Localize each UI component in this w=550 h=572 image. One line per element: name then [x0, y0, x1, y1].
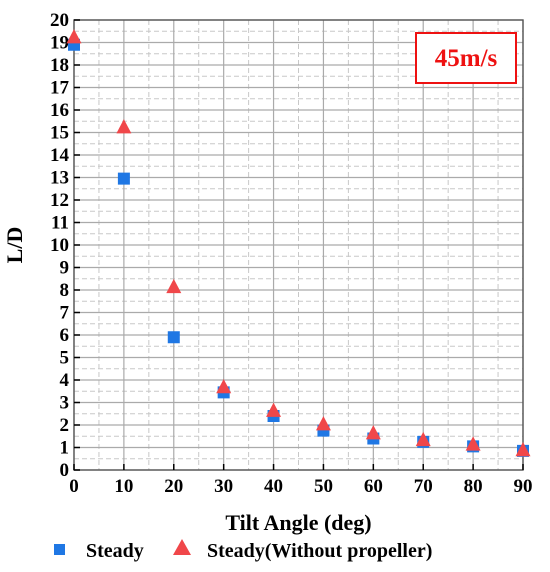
- y-tick-label: 8: [60, 280, 70, 301]
- x-tick-label: 20: [164, 476, 183, 497]
- y-tick-label: 0: [60, 460, 70, 481]
- annotation-text: 45m/s: [435, 45, 498, 72]
- x-tick-label: 80: [464, 476, 483, 497]
- annotation-box: 45m/s: [415, 32, 517, 84]
- y-tick-label: 1: [60, 438, 70, 459]
- legend-label-without-propeller: Steady(Without propeller): [207, 540, 432, 562]
- y-tick-label: 11: [51, 213, 69, 234]
- data-point-triangle: [266, 402, 282, 417]
- y-tick-label: 16: [50, 100, 69, 121]
- data-point-triangle: [515, 442, 531, 457]
- legend-marker-without-propeller: [173, 539, 191, 555]
- data-point-triangle: [166, 278, 182, 294]
- x-tick-label: 60: [364, 476, 383, 497]
- data-point-triangle: [315, 416, 331, 431]
- series-layer: [66, 29, 531, 457]
- y-tick-label: 10: [50, 235, 69, 256]
- y-tick-label: 9: [60, 258, 70, 279]
- x-tick-label: 50: [314, 476, 333, 497]
- axis-ticks: 0 10 20 30 40 50 60 70 80 90012345678910111213141…: [50, 10, 533, 497]
- y-tick-label: 14: [50, 145, 70, 166]
- data-point-square: [167, 331, 180, 344]
- y-axis-label: L/D: [2, 227, 27, 264]
- x-tick-label: 30: [214, 476, 233, 497]
- data-point-triangle: [66, 29, 82, 44]
- data-point-square: [117, 172, 130, 185]
- y-tick-label: 17: [50, 78, 70, 99]
- x-tick-label: 70: [414, 476, 433, 497]
- legend: Steady Steady(Without propeller): [54, 539, 432, 562]
- y-tick-label: 3: [60, 393, 70, 414]
- y-tick-label: 19: [50, 33, 69, 54]
- data-point-triangle: [365, 425, 381, 440]
- y-tick-label: 13: [50, 168, 69, 189]
- x-tick-label: 0: [69, 476, 79, 497]
- y-tick-label: 20: [50, 10, 69, 31]
- x-axis-label: Tilt Angle (deg): [225, 510, 371, 535]
- grid-major: [73, 19, 524, 471]
- data-point-triangle: [465, 436, 481, 451]
- data-point-triangle: [116, 119, 132, 134]
- y-tick-label: 4: [60, 370, 70, 391]
- x-tick-label: 90: [514, 476, 533, 497]
- y-tick-label: 6: [60, 325, 70, 346]
- annotation-frame: [415, 32, 517, 84]
- legend-marker-steady: [54, 544, 65, 555]
- x-tick-label: 40: [264, 476, 283, 497]
- data-point-triangle: [415, 431, 431, 447]
- y-tick-label: 2: [60, 415, 70, 436]
- x-tick-label: 10: [114, 476, 133, 497]
- series-without-propeller: [66, 29, 531, 457]
- y-tick-label: 18: [50, 55, 69, 76]
- y-tick-label: 7: [60, 303, 70, 324]
- legend-label-steady: Steady: [86, 540, 144, 562]
- y-tick-label: 12: [50, 190, 69, 211]
- y-tick-label: 15: [50, 123, 69, 144]
- data-point-triangle: [216, 379, 232, 394]
- y-tick-label: 5: [60, 348, 70, 369]
